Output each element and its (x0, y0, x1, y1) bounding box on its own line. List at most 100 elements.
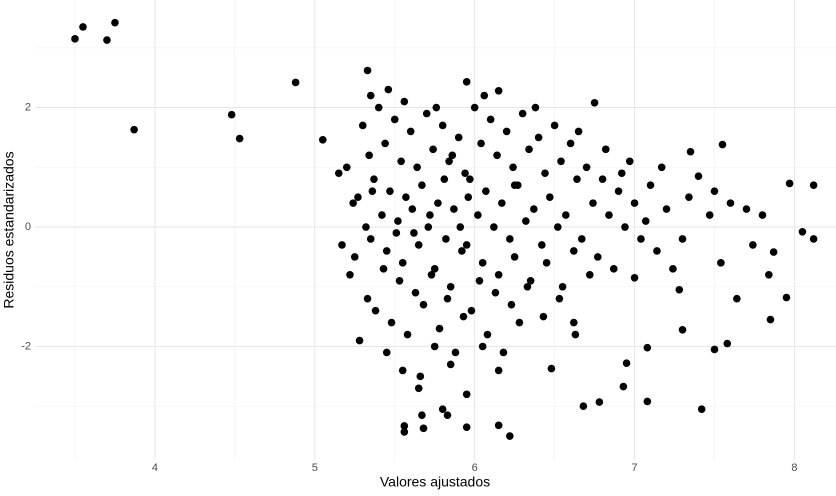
point (547, 364, 556, 373)
point (625, 157, 634, 166)
point (382, 247, 391, 255)
point (346, 271, 354, 279)
point (462, 423, 471, 431)
x-axis-title: Valores ajustados (380, 474, 490, 490)
point (338, 241, 346, 249)
y-tick-label: -2 (21, 340, 31, 352)
x-tick-label: 5 (312, 462, 318, 474)
point (621, 223, 629, 231)
point (765, 271, 773, 279)
point (440, 175, 449, 184)
point (494, 366, 503, 375)
point (400, 422, 409, 430)
point (574, 127, 583, 136)
point (514, 181, 522, 189)
point (418, 181, 426, 189)
point (103, 36, 111, 44)
point (609, 265, 618, 273)
point (499, 348, 508, 357)
point (462, 390, 471, 399)
point (370, 175, 378, 184)
point (400, 428, 409, 436)
point (589, 199, 597, 207)
point (562, 211, 570, 219)
point (766, 315, 775, 324)
point (402, 193, 410, 201)
point (758, 211, 767, 219)
point (318, 135, 327, 144)
point (573, 175, 581, 184)
point (506, 235, 514, 243)
point (422, 109, 431, 118)
point (434, 199, 442, 207)
point (429, 145, 437, 154)
point (291, 78, 300, 87)
y-tick-label: 0 (25, 221, 31, 233)
point (438, 121, 447, 130)
point (392, 229, 401, 237)
point (430, 342, 439, 351)
point (653, 247, 661, 255)
point (464, 193, 473, 201)
point (477, 139, 485, 148)
point (593, 253, 602, 261)
point (525, 145, 533, 154)
point (470, 103, 479, 112)
point (430, 265, 439, 273)
point (443, 411, 452, 419)
point (577, 235, 586, 243)
point (507, 300, 516, 309)
point (398, 366, 407, 375)
point (579, 402, 588, 411)
point (398, 259, 407, 267)
point (482, 187, 490, 195)
point (478, 342, 487, 351)
point (378, 211, 386, 219)
point (358, 121, 367, 130)
point (494, 271, 503, 279)
point (466, 175, 474, 184)
point (685, 193, 693, 201)
point (798, 227, 807, 236)
point (686, 147, 695, 156)
point (710, 187, 719, 195)
point (678, 325, 687, 334)
point (590, 98, 599, 107)
point (619, 382, 628, 391)
point (585, 271, 594, 279)
point (566, 139, 575, 148)
point (546, 193, 554, 201)
point (554, 223, 562, 231)
point (506, 432, 514, 440)
point (413, 163, 421, 172)
point (809, 235, 818, 243)
point (384, 85, 393, 94)
point (355, 336, 364, 345)
point (419, 300, 428, 309)
point (130, 125, 138, 134)
point (419, 424, 428, 433)
point (723, 339, 732, 348)
point (617, 169, 626, 178)
point (541, 169, 549, 178)
point (483, 330, 492, 339)
point (446, 282, 455, 291)
point (414, 241, 423, 249)
point (426, 211, 434, 219)
point (769, 248, 778, 256)
point (334, 169, 343, 178)
point (494, 87, 503, 95)
point (349, 199, 357, 207)
point (717, 259, 725, 267)
point (350, 253, 359, 261)
point (569, 247, 578, 255)
point (462, 241, 471, 249)
point (363, 294, 372, 303)
point (646, 181, 655, 189)
point (435, 324, 444, 333)
point (523, 282, 532, 291)
point (557, 157, 565, 166)
point (486, 115, 495, 124)
point (390, 115, 399, 124)
point (227, 110, 236, 119)
